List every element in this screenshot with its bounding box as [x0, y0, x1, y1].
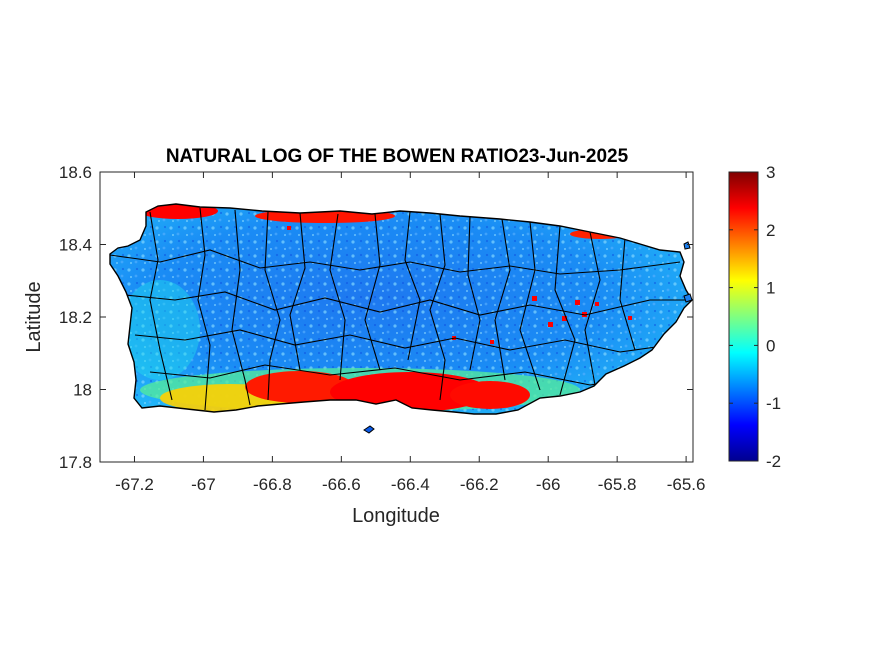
y-axis-ticks: 17.8 18 18.2 18.4 18.6 — [59, 163, 693, 472]
west-cyan-region — [120, 280, 200, 380]
x-axis-label: Longitude — [352, 505, 440, 527]
figure-title: NATURAL LOG OF THE BOWEN RATIO23-Jun-202… — [166, 146, 629, 167]
y-tick-label: 18.2 — [59, 308, 92, 327]
colorbar-tick-label: 3 — [766, 163, 775, 182]
coastline-outline — [109, 203, 693, 415]
x-tick-label: -65.8 — [598, 475, 637, 494]
map-layer — [109, 203, 693, 434]
colorbar-tick-label: 1 — [766, 279, 775, 298]
bowen-field-overlay — [110, 204, 692, 414]
east-islet — [683, 293, 693, 303]
x-tick-label: -67 — [191, 475, 216, 494]
municipality-boundaries — [110, 207, 690, 411]
x-tick-label: -66.2 — [460, 475, 499, 494]
x-tick-label: -65.6 — [667, 475, 706, 494]
colorbar-tick-label: 0 — [766, 336, 775, 355]
colorbar-tick-label: -2 — [766, 452, 781, 471]
colorbar — [728, 171, 759, 462]
x-tick-label: -66 — [536, 475, 561, 494]
northeast-islet — [683, 241, 691, 250]
south-coast-red-central — [330, 372, 490, 412]
y-tick-label: 18.4 — [59, 236, 92, 255]
y-tick-label: 18 — [73, 381, 92, 400]
x-tick-label: -66.4 — [391, 475, 430, 494]
south-coast-red-west — [245, 371, 355, 403]
colorbar-tick-label: -1 — [766, 394, 781, 413]
x-tick-label: -66.8 — [253, 475, 292, 494]
x-axis-ticks: -67.2 -67 -66.8 -66.6 -66.4 -66.2 -66 -65.8 -65.… — [115, 172, 705, 494]
x-tick-label: -66.6 — [322, 475, 361, 494]
south-coast-red-east — [450, 381, 530, 409]
y-tick-label: 17.8 — [59, 453, 92, 472]
caja-de-muertos-island — [363, 425, 375, 434]
x-tick-label: -67.2 — [115, 475, 154, 494]
colorbar-tick-label: 2 — [766, 221, 775, 240]
colorbar-ticks: -2 -1 0 1 2 3 — [729, 163, 781, 471]
y-tick-label: 18.6 — [59, 163, 92, 182]
y-axis-label: Latitude — [23, 281, 45, 352]
